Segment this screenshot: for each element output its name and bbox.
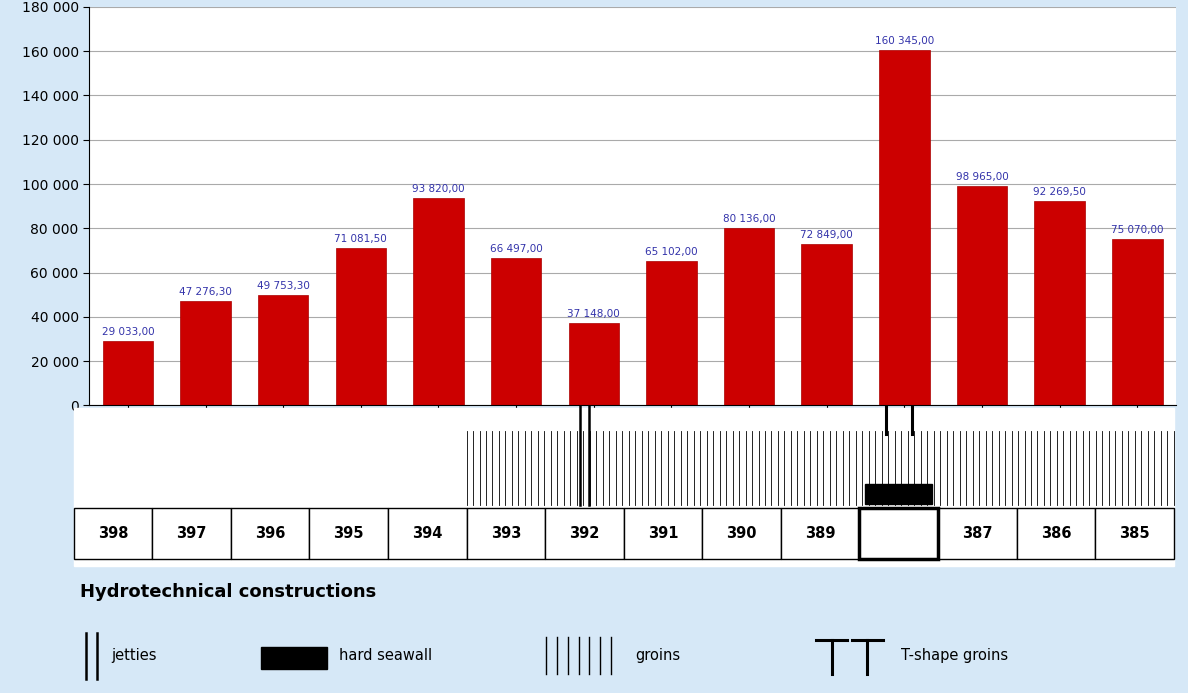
Bar — [261, 647, 327, 669]
Bar — [74, 508, 152, 559]
Text: 47 276,30: 47 276,30 — [179, 287, 232, 297]
Bar — [1112, 239, 1163, 405]
Bar — [413, 198, 463, 405]
Bar — [181, 301, 230, 405]
Text: 388: 388 — [884, 526, 914, 541]
Text: 392: 392 — [569, 526, 600, 541]
Text: T-shape groins: T-shape groins — [901, 648, 1007, 663]
Bar — [102, 341, 153, 405]
Text: 72 849,00: 72 849,00 — [801, 230, 853, 240]
Text: 397: 397 — [176, 526, 207, 541]
Text: jetties: jetties — [112, 648, 157, 663]
Text: 396: 396 — [255, 526, 285, 541]
Bar — [646, 261, 696, 405]
Bar — [702, 508, 781, 559]
Text: 66 497,00: 66 497,00 — [489, 244, 543, 254]
Text: 386: 386 — [1041, 526, 1072, 541]
Text: 390: 390 — [726, 526, 757, 541]
Text: 49 753,30: 49 753,30 — [257, 281, 310, 291]
Bar — [1035, 201, 1085, 405]
Text: 93 820,00: 93 820,00 — [412, 184, 465, 194]
Text: 37 148,00: 37 148,00 — [568, 309, 620, 319]
Bar — [569, 323, 619, 405]
Bar — [152, 508, 230, 559]
Text: Hydrotechnical constructions: Hydrotechnical constructions — [80, 584, 375, 602]
Text: 385: 385 — [1119, 526, 1150, 541]
Bar — [956, 186, 1007, 405]
Bar — [723, 228, 775, 405]
Text: 391: 391 — [647, 526, 678, 541]
Bar — [1017, 508, 1095, 559]
Bar — [859, 508, 939, 559]
Bar — [879, 51, 929, 405]
Bar — [74, 408, 1174, 566]
Text: 398: 398 — [97, 526, 128, 541]
Bar — [624, 508, 702, 559]
Bar — [545, 508, 624, 559]
Text: 160 345,00: 160 345,00 — [874, 37, 934, 46]
Bar — [781, 508, 859, 559]
Text: hard seawall: hard seawall — [339, 648, 431, 663]
Bar — [865, 484, 933, 504]
Bar — [388, 508, 467, 559]
Text: 395: 395 — [334, 526, 364, 541]
Text: 98 965,00: 98 965,00 — [955, 173, 1009, 182]
Text: 80 136,00: 80 136,00 — [722, 214, 776, 224]
Text: 393: 393 — [491, 526, 522, 541]
Text: 394: 394 — [412, 526, 442, 541]
Bar — [939, 508, 1017, 559]
Bar — [258, 295, 309, 405]
Bar — [467, 508, 545, 559]
Text: 75 070,00: 75 070,00 — [1111, 225, 1163, 235]
Bar — [230, 508, 309, 559]
Text: 71 081,50: 71 081,50 — [335, 234, 387, 244]
Bar — [859, 508, 939, 559]
Text: 29 033,00: 29 033,00 — [102, 327, 154, 337]
Bar — [336, 248, 386, 405]
Text: 389: 389 — [805, 526, 835, 541]
Text: groins: groins — [636, 648, 681, 663]
Text: 387: 387 — [962, 526, 992, 541]
Bar — [1095, 508, 1174, 559]
Text: 65 102,00: 65 102,00 — [645, 247, 697, 257]
Bar — [491, 258, 542, 405]
Bar — [802, 244, 852, 405]
Bar — [309, 508, 388, 559]
Text: 92 269,50: 92 269,50 — [1034, 187, 1086, 198]
